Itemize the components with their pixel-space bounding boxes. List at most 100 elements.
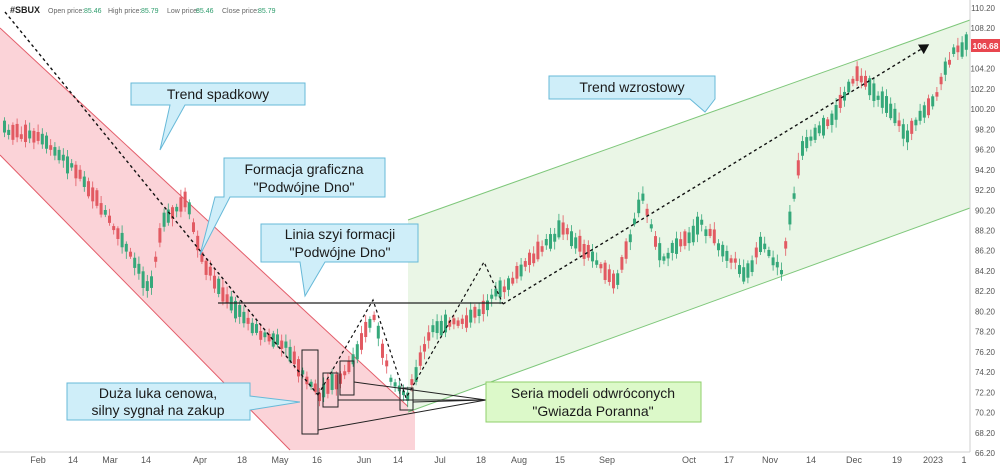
time-axis-label: Mar: [102, 455, 118, 465]
candle-body: [746, 263, 750, 278]
candle-body: [893, 108, 897, 124]
candle-body: [658, 243, 662, 261]
candle-body: [364, 321, 368, 338]
candle-body: [208, 266, 212, 276]
candle-body: [49, 145, 53, 150]
candle-body: [347, 361, 351, 373]
candle-body: [423, 344, 426, 352]
candle-body: [523, 261, 527, 267]
candle-body: [788, 211, 792, 225]
callout-morning-star-line1: Seria modeli odwróconych: [511, 385, 675, 401]
high-label: High price:: [108, 8, 142, 15]
price-axis-label: 82.20: [975, 287, 996, 296]
candle-body: [914, 119, 918, 126]
candle-body: [897, 120, 901, 127]
candle-body: [809, 136, 813, 141]
price-axis-label: 86.20: [975, 247, 996, 256]
candle-body: [901, 124, 905, 139]
candle-body: [45, 135, 48, 149]
time-axis-label: Sep: [599, 455, 615, 465]
candle-body: [729, 258, 733, 263]
candle-body: [150, 276, 153, 288]
candle-body: [767, 249, 771, 257]
candle-body: [129, 251, 132, 257]
candle-body: [448, 320, 452, 327]
candle-body: [402, 390, 405, 396]
candle-body: [822, 117, 825, 136]
candle-body: [376, 325, 380, 339]
candle-body: [679, 239, 683, 247]
time-axis-label: 16: [312, 455, 322, 465]
time-axis-label: Aug: [511, 455, 527, 465]
candle-body: [486, 300, 489, 311]
candle-body: [885, 96, 888, 113]
candle-body: [910, 120, 914, 134]
uptrend-dotted-arrow: [502, 44, 930, 305]
time-axis-label: Feb: [30, 455, 46, 465]
candle-body: [137, 263, 141, 274]
candle-body: [145, 281, 149, 291]
candle-body: [759, 236, 762, 253]
candle-body: [427, 332, 431, 341]
candle-body: [683, 231, 687, 246]
candle-body: [217, 278, 221, 294]
candle-body: [259, 330, 263, 340]
callout-morning-star-line2: "Gwiazda Poranna": [532, 403, 653, 419]
candle-body: [99, 203, 103, 215]
price-axis-label: 102.20: [971, 85, 996, 94]
candle-body: [549, 234, 552, 249]
candle-body: [675, 238, 678, 254]
price-axis-label: 66.20: [975, 449, 996, 458]
price-axis-label: 108.20: [971, 24, 996, 33]
candle-body: [649, 224, 653, 229]
candle-body: [141, 271, 145, 288]
candle-body: [570, 231, 573, 247]
price-axis-label: 110.20: [971, 4, 995, 13]
candle-body: [607, 269, 611, 283]
candle-body: [700, 219, 704, 225]
open-label: Open price:: [48, 8, 84, 15]
candle-body: [616, 273, 620, 285]
candle-body: [927, 98, 930, 116]
candle-body: [952, 47, 956, 54]
candle-body: [876, 95, 880, 100]
candle-body: [183, 191, 187, 208]
callout-double-bottom-line1: Formacja graficzna: [244, 161, 363, 177]
price-axis: 110.20 108.20 104.20 102.20 100.20 98.20 96.20…: [971, 4, 996, 458]
candle-body: [536, 241, 540, 260]
candle-body: [28, 130, 32, 139]
uptrend-channel-upper-line: [407, 19, 971, 221]
candle-body: [654, 236, 657, 247]
candle-body: [469, 309, 473, 323]
candle-body: [368, 318, 372, 328]
time-axis-label: Jun: [357, 455, 372, 465]
morning-star-box-2: [322, 372, 339, 408]
callout-trend-up-text: Trend wzrostowy: [579, 79, 684, 95]
candle-body: [645, 208, 649, 216]
candle-body: [192, 222, 195, 232]
morning-star-box-4: [399, 387, 414, 411]
candle-body: [519, 264, 523, 277]
candle-body: [40, 133, 44, 145]
candle-body: [742, 267, 746, 282]
candle-body: [561, 222, 565, 235]
candle-body: [830, 113, 834, 126]
candle-body: [355, 344, 359, 360]
candle-body: [796, 160, 800, 176]
morning-star-box-1: [301, 349, 319, 435]
candle-body: [939, 76, 943, 85]
candle-body: [502, 286, 506, 293]
candle-body: [234, 300, 237, 319]
candle-body: [385, 360, 389, 367]
price-axis-label: 94.20: [975, 166, 996, 175]
candle-body: [238, 304, 242, 317]
low-value: 85.46: [196, 8, 214, 15]
symbol-label: #SBUX: [10, 5, 40, 15]
candle-body: [465, 315, 468, 328]
candle-body: [179, 197, 183, 212]
chart-header: #SBUX Open price: 85.46 High price: 85.7…: [10, 5, 276, 15]
candle-body: [267, 333, 271, 342]
candle-body: [3, 120, 6, 133]
candle-body: [439, 320, 443, 336]
candle-body: [309, 381, 313, 388]
